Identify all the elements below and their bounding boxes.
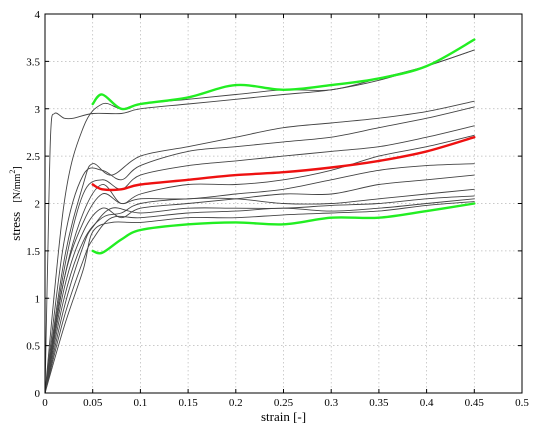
y-tick-label: 3.5	[26, 56, 40, 68]
specimen-curve	[44, 163, 475, 394]
y-tick-label: 1	[35, 293, 41, 305]
specimen-curve	[44, 49, 475, 394]
y-tick-label: 3	[35, 104, 41, 116]
axis-ticks: 0 0.05 0.1 0.15 0.2 0.25 0.3 0.35 0.4 0.45 0.5 0 0.5…	[26, 9, 529, 409]
specimen-curve	[44, 195, 475, 394]
y-tick-label: 2.5	[26, 151, 40, 163]
x-tick-label: 0.05	[83, 397, 103, 409]
envelope-curve	[91, 202, 476, 255]
specimen-curve	[44, 100, 475, 394]
x-tick-label: 0.4	[420, 397, 434, 409]
y-tick-label: 1.5	[26, 246, 40, 258]
y-tick-label: 4	[35, 9, 41, 21]
specimen-curve	[44, 201, 475, 394]
mean-curve	[91, 136, 476, 192]
y-axis-label-sup: 2	[8, 170, 17, 174]
specimen-curve	[44, 125, 475, 394]
x-tick-label: 0.25	[274, 397, 294, 409]
x-tick-label: 0.1	[134, 397, 148, 409]
y-tick-label: 2	[35, 199, 41, 211]
y-axis-label-unit: [N/mm	[12, 173, 23, 202]
specimen-curve	[44, 174, 475, 394]
specimen-curve	[44, 134, 475, 394]
x-tick-label: 0.35	[369, 397, 389, 409]
y-axis-label-main: stress	[8, 212, 23, 241]
x-tick-label: 0.3	[324, 397, 338, 409]
x-tick-label: 0.5	[515, 397, 529, 409]
x-tick-label: 0.2	[229, 397, 243, 409]
specimen-curve	[44, 188, 475, 394]
y-tick-label: 0.5	[26, 341, 40, 353]
x-tick-label: 0.15	[178, 397, 198, 409]
specimen-curve	[44, 106, 475, 394]
x-tick-label: 0	[42, 397, 48, 409]
y-axis-label-close: ]	[12, 166, 23, 169]
y-tick-label: 0	[35, 388, 41, 400]
y-axis-label: stress [N/mm2]	[8, 166, 23, 240]
x-axis-label: strain [-]	[261, 409, 306, 424]
specimen-curve	[44, 198, 475, 394]
envelope-curve	[91, 38, 476, 111]
x-tick-label: 0.45	[465, 397, 485, 409]
series-layer	[44, 38, 476, 394]
specimen-curve	[44, 49, 475, 394]
